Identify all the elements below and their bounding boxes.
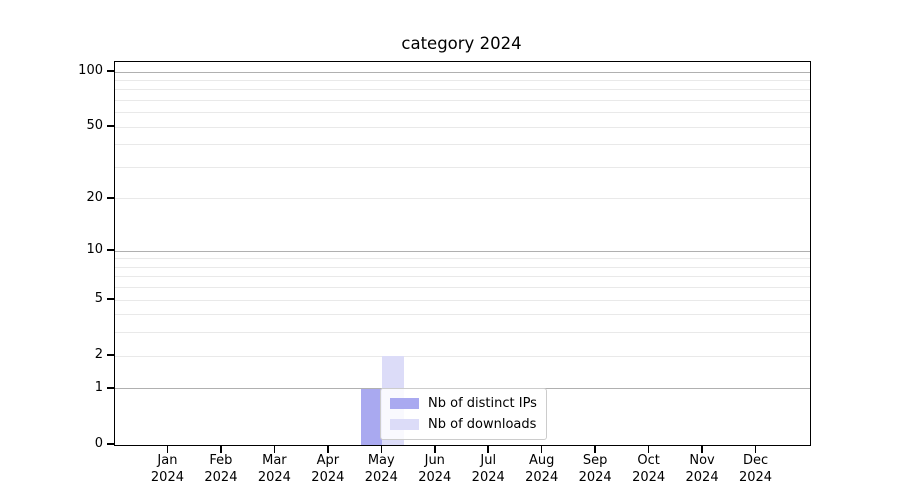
y-tick-mark: [106, 298, 114, 300]
y-tick-mark: [106, 249, 114, 251]
gridline-minor: [115, 144, 810, 146]
gridline-major: [115, 250, 810, 252]
x-tick-label: Nov 2024: [685, 453, 719, 485]
legend-label: Nb of downloads: [428, 417, 537, 432]
x-tick-label: Sep 2024: [578, 453, 612, 485]
x-tick-mark: [273, 445, 276, 453]
x-tick-label: Aug 2024: [525, 453, 559, 485]
gridline-minor: [115, 355, 810, 357]
gridline-minor: [115, 79, 810, 81]
x-tick-mark: [220, 445, 222, 453]
y-tick-mark: [106, 443, 114, 445]
x-tick-label: Mar 2024: [257, 453, 291, 485]
gridline-minor: [115, 276, 810, 278]
x-tick-mark: [166, 445, 169, 453]
gridline-minor: [115, 166, 810, 168]
x-tick-label: May 2024: [364, 453, 398, 485]
y-tick-label: 50: [86, 118, 103, 134]
gridline-minor: [115, 287, 810, 289]
y-tick-label: 10: [86, 242, 103, 258]
x-tick-mark: [647, 445, 650, 453]
x-tick-mark: [754, 445, 757, 453]
x-tick-mark: [540, 445, 543, 453]
y-tick-mark: [106, 197, 114, 199]
x-tick-mark: [434, 445, 436, 453]
gridline-minor: [115, 258, 810, 260]
gridline-minor: [115, 332, 810, 334]
y-tick-label: 20: [86, 189, 103, 205]
x-tick-label: Dec 2024: [738, 453, 773, 485]
x-tick-label: Jul 2024: [471, 453, 505, 485]
y-tick-label: 5: [94, 291, 103, 307]
y-tick-mark: [106, 354, 114, 356]
chart-title: category 2024: [401, 34, 522, 53]
x-tick-mark: [380, 445, 383, 453]
x-tick-mark: [594, 445, 596, 453]
x-tick-mark: [701, 445, 703, 453]
y-tick-label: 100: [78, 63, 103, 78]
y-tick-label: 1: [94, 379, 103, 395]
x-tick-mark: [327, 445, 329, 453]
gridline-minor: [115, 89, 810, 91]
y-tick-mark: [106, 387, 114, 389]
legend-swatch: [390, 419, 419, 430]
x-tick-label: Jan 2024: [150, 453, 184, 485]
y-tick-mark: [106, 70, 114, 72]
plot-area: Nb of distinct IPs Nb of downloads: [114, 61, 811, 446]
legend-label: Nb of distinct IPs: [428, 396, 537, 411]
gridline-minor: [115, 112, 810, 114]
x-tick-mark: [487, 445, 489, 453]
gridline-major: [115, 71, 810, 73]
gridline-minor: [115, 99, 810, 101]
gridline-minor: [115, 314, 810, 316]
legend-swatch: [390, 398, 419, 409]
y-tick-label: 0: [94, 436, 103, 451]
x-tick-label: Oct 2024: [632, 453, 666, 485]
bar-distinct-ips: [360, 388, 383, 445]
y-tick-label: 2: [94, 347, 103, 363]
gridline-minor: [115, 198, 810, 200]
legend: Nb of distinct IPs Nb of downloads: [380, 388, 547, 440]
y-tick-mark: [106, 125, 114, 127]
x-tick-label: Jun 2024: [418, 453, 452, 485]
gridline-minor: [115, 266, 810, 268]
gridline-minor: [115, 126, 810, 128]
legend-item: Nb of downloads: [390, 417, 537, 432]
legend-item: Nb of distinct IPs: [390, 396, 537, 411]
x-tick-label: Apr 2024: [311, 453, 345, 485]
gridline-minor: [115, 299, 810, 301]
x-tick-label: Feb 2024: [204, 453, 238, 485]
